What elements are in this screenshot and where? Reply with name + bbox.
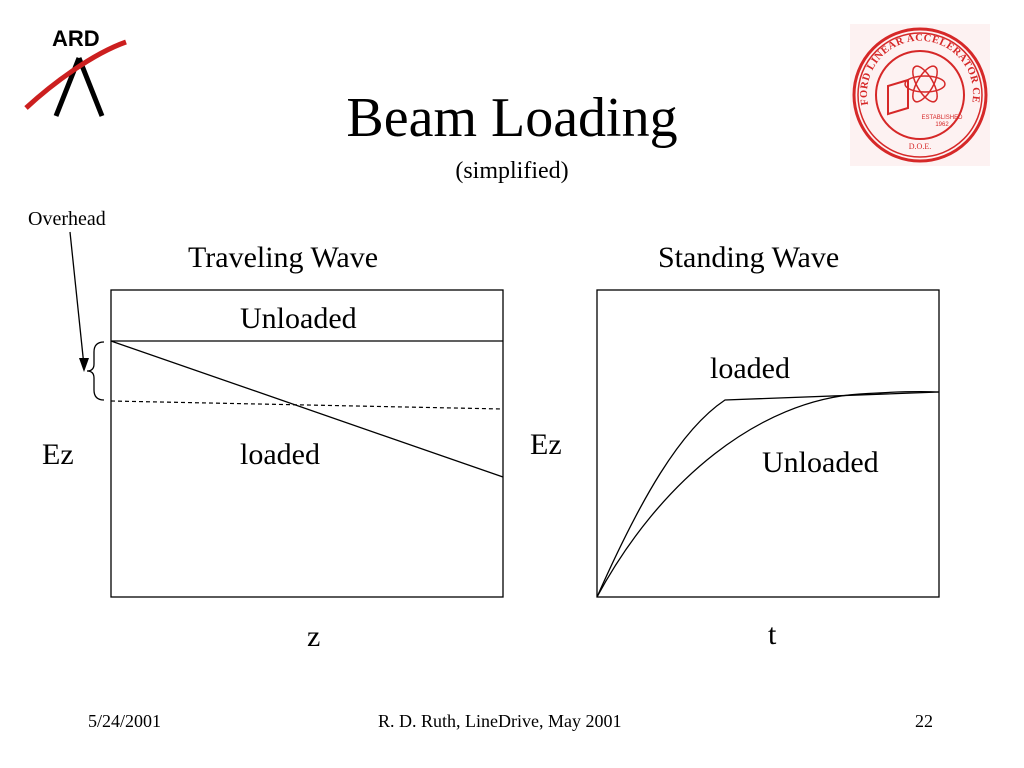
traveling-heading: Traveling Wave [188,241,379,274]
traveling-unloaded-label: Unloaded [240,302,357,335]
seal-established: ESTABLISHED [922,115,964,121]
overhead-brace [86,341,105,401]
overhead-arrowhead [79,358,89,372]
traveling-average-dashed [110,400,504,410]
footer-page-number: 22 [915,711,933,731]
slide-subtitle: (simplified) [455,158,569,184]
overhead-arrow [69,231,85,367]
standing-loaded-label: loaded [710,352,790,385]
slac-seal: STANFORD LINEAR ACCELERATOR CENTER ESTAB… [850,24,990,166]
standing-loaded-curve [596,391,940,598]
overhead-label: Overhead [28,208,106,230]
footer-date: 5/24/2001 [88,711,162,731]
ard-logo: ARD [24,26,127,117]
traveling-loaded-line [110,340,504,478]
standing-x-axis-label: t [768,618,777,651]
standing-unloaded-label: Unloaded [762,446,879,479]
standing-heading: Standing Wave [658,241,840,274]
standing-y-axis-label: Ez [530,428,562,461]
seal-year: 1962 [935,122,949,128]
seal-dept: D.O.E. [909,142,931,151]
traveling-y-axis-label: Ez [42,438,74,471]
traveling-x-axis-label: z [307,620,321,653]
traveling-loaded-label: loaded [240,438,320,471]
slide-title: Beam Loading [346,87,678,149]
standing-plot-frame [596,289,940,598]
standing-unloaded-curve [596,390,940,598]
footer-center: R. D. Ruth, LineDrive, May 2001 [378,711,622,731]
traveling-plot-frame [110,289,504,598]
ard-logo-text: ARD [52,26,100,51]
